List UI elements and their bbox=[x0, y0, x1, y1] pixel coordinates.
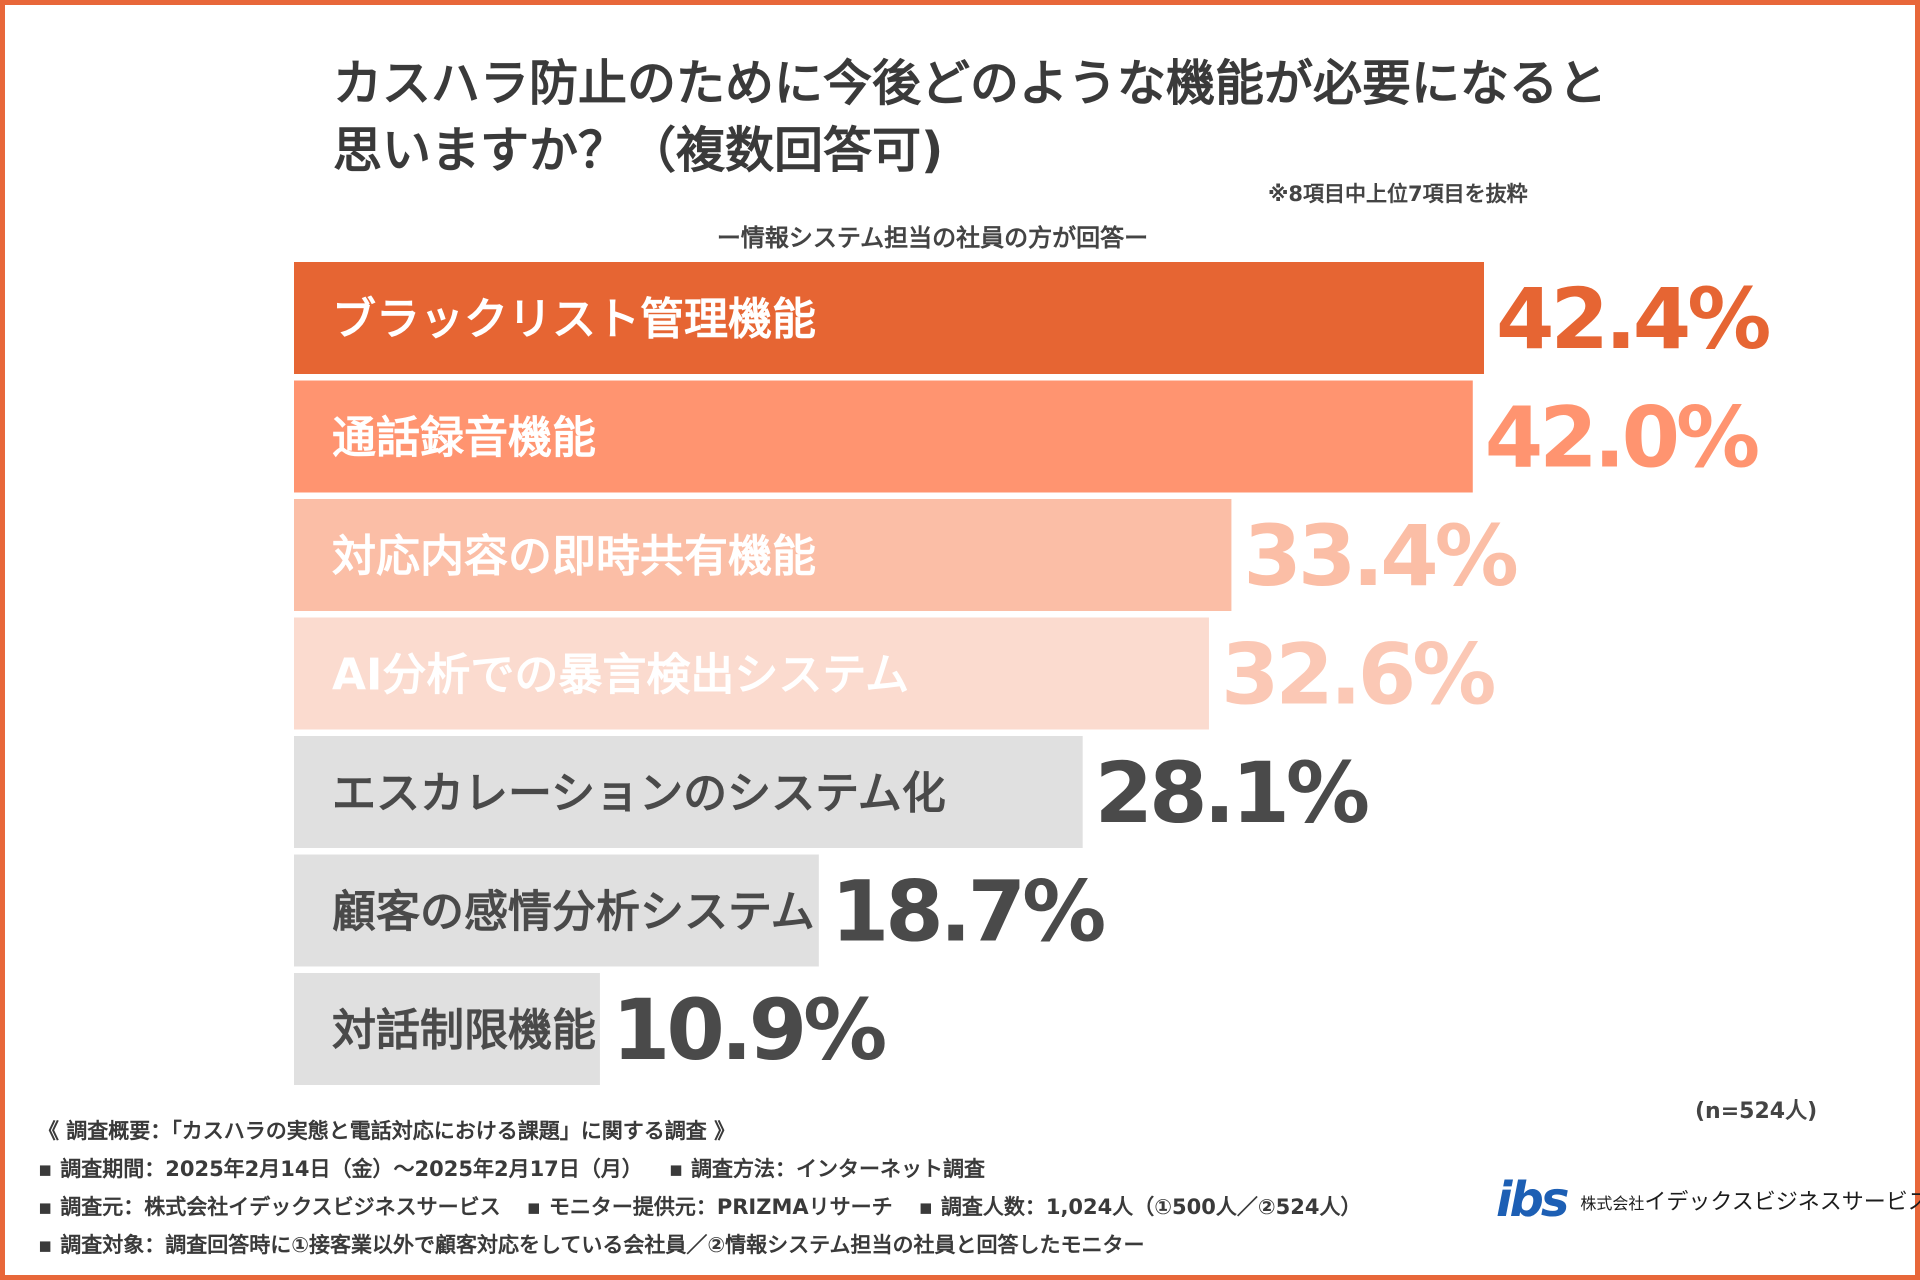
survey-source: 調査元：株式会社イデックスビジネスサービス bbox=[60, 1195, 501, 1219]
bullet: ▪ bbox=[918, 1195, 933, 1219]
bullet: ▪ bbox=[38, 1233, 53, 1257]
bar-label-6: 顧客の感情分析システム bbox=[332, 887, 815, 938]
survey-overview: 《 調査概要：「カスハラの実態と電話対応における課題」に関する調査 》 ▪ 調査期… bbox=[38, 1112, 1388, 1264]
bar-value-6: 18.7% bbox=[831, 863, 1104, 961]
overview-line-1: ▪ 調査期間：2025年2月14日（金）〜2025年2月17日（月） ▪ 調査方法：… bbox=[38, 1150, 1388, 1188]
extract-note: ※8項目中上位7項目を抜粋 bbox=[1268, 182, 1528, 206]
bar-value-4: 32.6% bbox=[1221, 626, 1494, 724]
chart-title-line2: 思いますか？（複数回答可) bbox=[333, 122, 944, 179]
bar-label-4: AI分析での暴言検出システム bbox=[332, 650, 909, 701]
overview-heading: 《 調査概要：「カスハラの実態と電話対応における課題」に関する調査 》 bbox=[38, 1119, 736, 1143]
bar-label-3: 対応内容の即時共有機能 bbox=[332, 531, 816, 582]
bar-7 bbox=[294, 973, 600, 1085]
survey-respondents: 調査人数：1,024人（①500人／②524人） bbox=[940, 1195, 1362, 1219]
bullet: ▪ bbox=[526, 1195, 541, 1219]
bar-label-2: 通話録音機能 bbox=[332, 413, 596, 464]
bar-6 bbox=[294, 854, 819, 967]
bar-label-7: 対話制限機能 bbox=[332, 1005, 596, 1056]
survey-method: 調査方法：インターネット調査 bbox=[691, 1157, 986, 1181]
bullet: ▪ bbox=[38, 1157, 53, 1181]
chart-title-line1: カスハラ防止のために今後どのような機能が必要になると bbox=[333, 55, 1608, 112]
bar-value-2: 42.0% bbox=[1485, 389, 1758, 487]
bullet: ▪ bbox=[668, 1157, 684, 1181]
bar-4 bbox=[294, 617, 1209, 730]
bar-value-3: 33.4% bbox=[1243, 507, 1516, 605]
chart-subtitle: ー情報システム担当の社員の方が回答ー bbox=[716, 224, 1149, 252]
overview-line-2: ▪ 調査元：株式会社イデックスビジネスサービス ▪ モニター提供元：PRIZMAリサ… bbox=[38, 1188, 1388, 1226]
company-prefix: 株式会社 bbox=[1580, 1194, 1645, 1213]
bar-2 bbox=[294, 380, 1473, 493]
company-logo: ibs 株式会社イデックスビジネスサービス bbox=[1496, 1176, 1920, 1224]
ibs-logo-mark: ibs bbox=[1496, 1172, 1569, 1228]
company-name-main: イデックスビジネスサービス bbox=[1644, 1190, 1920, 1215]
chart-title: カスハラ防止のために今後どのような機能が必要になると 思いますか？（複数回答可) bbox=[333, 50, 1633, 184]
bar-value-1: 42.4% bbox=[1496, 270, 1769, 368]
bar-5 bbox=[294, 736, 1083, 848]
sample-size: (n=524人) bbox=[1695, 1099, 1818, 1124]
bar-value-5: 28.1% bbox=[1095, 744, 1368, 842]
bar-label-5: エスカレーションのシステム化 bbox=[332, 768, 946, 819]
survey-target: 調査対象：調査回答時に①接客業以外で顧客対応をしている会社員／②情報システム担当… bbox=[60, 1233, 1145, 1257]
bullet: ▪ bbox=[38, 1195, 53, 1219]
survey-period: 調査期間：2025年2月14日（金）〜2025年2月17日（月） bbox=[60, 1157, 643, 1181]
bar-label-1: ブラックリスト管理機能 bbox=[332, 294, 816, 345]
company-name: 株式会社イデックスビジネスサービス bbox=[1580, 1184, 1920, 1216]
bar-3 bbox=[294, 499, 1232, 611]
overview-line-3: ▪ 調査対象：調査回答時に①接客業以外で顧客対応をしている会社員／②情報システム担… bbox=[38, 1226, 1388, 1264]
survey-panel: モニター提供元：PRIZMAリサーチ bbox=[548, 1195, 893, 1219]
bar-1 bbox=[294, 262, 1484, 374]
bar-value-7: 10.9% bbox=[612, 981, 885, 1079]
